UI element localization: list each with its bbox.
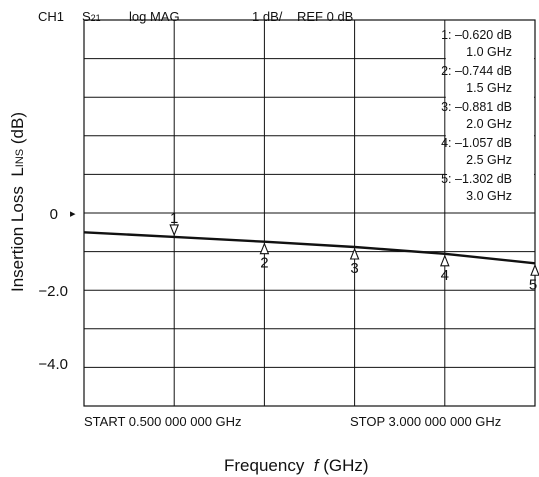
s-parameter-sub: 21: [90, 13, 101, 23]
y-tick-0: 0: [49, 206, 58, 223]
marker-triangle-icon: [259, 242, 270, 255]
reference-label: REF 0 dB: [297, 9, 354, 24]
x-axis-unit: (GHz): [323, 456, 369, 475]
marker-1-freq: 1.0 GHz: [466, 45, 512, 59]
x-axis-label-main: Frequency: [224, 456, 305, 475]
y-axis-label-main: Insertion Loss: [8, 186, 27, 292]
y-tick-neg2: −2.0: [38, 283, 68, 300]
marker-4-freq: 2.5 GHz: [466, 153, 512, 167]
reference-arrow-icon: ▸: [70, 208, 76, 220]
marker-label: 1: [170, 210, 178, 227]
marker-triangle-icon: [349, 247, 360, 260]
x-axis-var: f: [313, 456, 319, 475]
marker-label: 4: [441, 267, 449, 284]
marker-5-freq: 3.0 GHz: [466, 189, 512, 203]
marker-2-freq: 1.5 GHz: [466, 81, 512, 95]
stop-frequency: STOP 3.000 000 000 GHz: [350, 414, 502, 429]
marker-5-value: 5: –1.302 dB: [441, 172, 512, 186]
marker-triangle-icon: [439, 254, 450, 267]
y-axis-label: Insertion Loss LINS (dB): [8, 112, 28, 292]
start-frequency: START 0.500 000 000 GHz: [84, 414, 242, 429]
marker-2-value: 2: –0.744 dB: [441, 64, 512, 78]
marker-table-background: [445, 21, 534, 195]
channel-label: CH1: [38, 9, 65, 24]
s-parameter-label: S21: [82, 9, 101, 24]
format-label: log MAG: [129, 9, 180, 24]
plot-frame: [83, 19, 536, 407]
marker-layer: 1 2 3 4 5: [169, 210, 539, 293]
y-tick-neg4: −4.0: [38, 356, 68, 373]
marker-triangle-icon: [530, 263, 539, 276]
marker-3-value: 3: –0.881 dB: [441, 100, 512, 114]
trace-line: [83, 231, 536, 265]
marker-5: 5: [529, 263, 539, 293]
marker-2: 2: [259, 242, 270, 272]
marker-3: 3: [349, 247, 360, 277]
marker-4-value: 4: –1.057 dB: [441, 136, 512, 150]
marker-label: 5: [529, 276, 537, 293]
marker-4: 4: [439, 254, 450, 284]
marker-triangle-icon: [169, 224, 180, 237]
marker-1: 1: [169, 210, 180, 237]
y-axis-unit: (dB): [8, 112, 27, 145]
scale-label: 1 dB/: [252, 9, 283, 24]
marker-3-freq: 2.0 GHz: [466, 117, 512, 131]
y-axis-var-cap: L: [8, 167, 27, 177]
x-axis-label: Frequency f (GHz): [224, 456, 369, 476]
y-axis-var-sub: INS: [14, 148, 26, 168]
marker-1-value: 1: –0.620 dB: [441, 28, 512, 42]
s-parameter-main: S: [82, 9, 91, 24]
marker-label: 3: [350, 260, 358, 277]
marker-label: 2: [260, 255, 268, 272]
